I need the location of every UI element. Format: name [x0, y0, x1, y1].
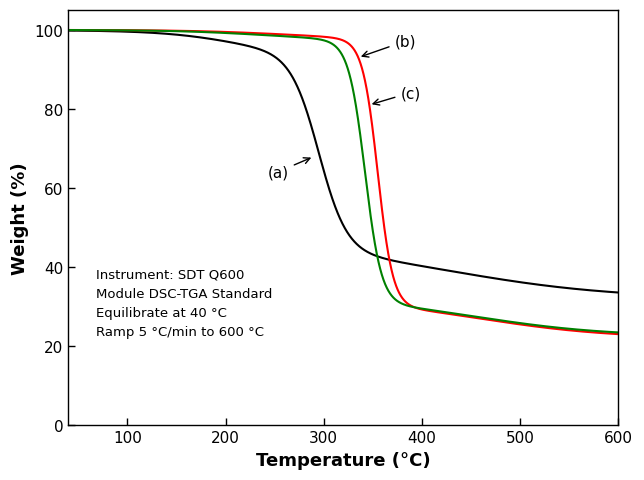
Text: (a): (a) — [268, 158, 310, 180]
X-axis label: Temperature (°C): Temperature (°C) — [256, 451, 431, 469]
Text: Instrument: SDT Q600
Module DSC-TGA Standard
Equilibrate at 40 °C
Ramp 5 °C/min : Instrument: SDT Q600 Module DSC-TGA Stan… — [96, 268, 272, 338]
Text: (b): (b) — [362, 35, 416, 58]
Text: (c): (c) — [373, 86, 421, 106]
Y-axis label: Weight (%): Weight (%) — [11, 162, 29, 275]
